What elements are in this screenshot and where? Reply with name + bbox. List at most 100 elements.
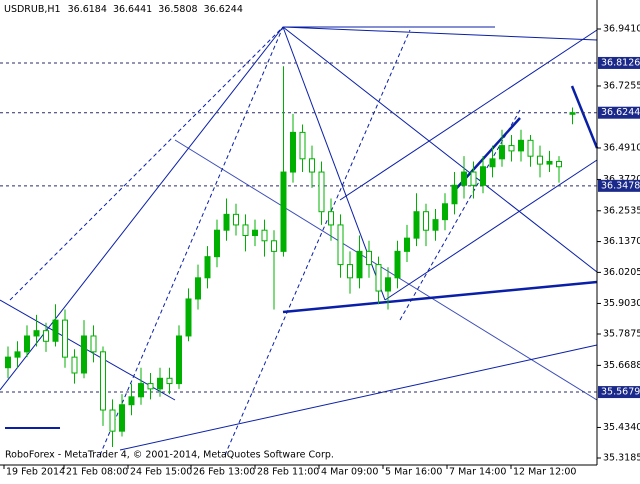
candle-body: [242, 224, 249, 237]
candle: [489, 145, 496, 178]
candle-body: [318, 171, 325, 213]
candle-body: [204, 256, 211, 279]
chart-header: USDRUB,H1 36.6184 36.6441 36.5808 36.624…: [4, 4, 243, 15]
candle: [157, 367, 163, 397]
candle-body: [280, 171, 287, 252]
level-box: [598, 179, 640, 192]
open: 36.6184: [68, 4, 107, 15]
candle: [328, 198, 334, 241]
candle-body: [347, 264, 353, 279]
x-tick-label: 21 Feb 08:00: [66, 467, 128, 478]
candle: [14, 341, 21, 368]
candle: [24, 325, 30, 358]
candle: [290, 113, 296, 183]
candle: [138, 367, 144, 405]
candle-body: [24, 335, 30, 353]
x-tick-label: 26 Feb 13:00: [193, 467, 255, 478]
symbol: USDRUB,H1: [4, 4, 61, 15]
level-box: [598, 56, 640, 69]
candle: [518, 129, 524, 162]
candle-body: [43, 330, 49, 342]
candle-body: [147, 383, 154, 390]
x-tick-label: 4 Mar 09:00: [321, 467, 378, 478]
candle: [280, 66, 287, 257]
candle-body: [569, 112, 576, 115]
level-box: [598, 386, 640, 399]
candle-body: [394, 250, 401, 279]
candle: [147, 372, 154, 400]
candle: [43, 322, 49, 352]
candle: [527, 135, 534, 167]
candle-body: [470, 171, 477, 186]
x-tick-label: 5 Mar 16:00: [385, 467, 442, 478]
candle: [214, 219, 220, 268]
level-label: 35.5679: [601, 387, 640, 398]
candle: [413, 193, 420, 247]
candle: [33, 314, 40, 347]
y-tick-label: 36.2535: [603, 205, 640, 216]
candle: [242, 214, 249, 252]
candle-body: [62, 319, 68, 358]
y-tick-label: 36.4910: [603, 142, 640, 153]
candle: [52, 304, 59, 347]
candle: [480, 156, 486, 194]
candle: [128, 383, 135, 416]
candle: [252, 219, 258, 247]
candle: [508, 135, 515, 162]
y-tick-label: 35.9030: [603, 298, 640, 309]
candle: [394, 240, 401, 289]
candle: [569, 107, 576, 125]
candle-body: [556, 160, 562, 168]
candle-body: [138, 383, 144, 398]
candle: [442, 193, 448, 231]
candle: [81, 320, 87, 379]
y-tick-label: 36.7255: [603, 80, 640, 91]
candle: [195, 264, 201, 310]
candle: [71, 349, 78, 384]
candle: [176, 325, 182, 389]
candle: [404, 224, 410, 262]
candle-body: [423, 211, 429, 231]
candle-body: [14, 351, 21, 358]
candle-body: [461, 171, 467, 186]
candle-body: [527, 139, 534, 157]
candle-body: [385, 277, 391, 292]
candle-body: [271, 240, 277, 252]
y-tick-label: 36.3720: [603, 174, 640, 185]
x-tick-label: 28 Feb 11:00: [257, 467, 319, 478]
candle-body: [489, 158, 496, 168]
candle-body: [480, 166, 486, 186]
candle: [309, 145, 315, 188]
candle: [470, 161, 477, 199]
candle-body: [90, 335, 97, 353]
x-tick-label: 7 Mar 14:00: [449, 467, 506, 478]
candle-body: [176, 335, 182, 385]
candle-body: [356, 250, 363, 279]
candle-body: [404, 237, 410, 252]
candle: [423, 203, 429, 247]
level-label: 36.8126: [601, 57, 640, 68]
candle-body: [366, 250, 372, 266]
candle-body: [261, 229, 268, 242]
level-label: 36.6244: [601, 107, 640, 118]
y-tick-label: 35.7875: [603, 328, 640, 339]
candle-body: [185, 298, 192, 337]
candle-body: [499, 145, 505, 160]
candle-body: [537, 155, 543, 165]
candle-body: [337, 224, 344, 266]
high: 36.6441: [113, 4, 152, 15]
candle: [366, 240, 372, 278]
candle-body: [71, 356, 78, 374]
candle-body: [81, 335, 87, 374]
candle-body: [233, 213, 239, 226]
candle-body: [52, 319, 59, 342]
candle: [556, 156, 562, 183]
candle-body: [518, 139, 524, 152]
candle: [451, 172, 458, 215]
y-tick-label: 36.9410: [603, 24, 640, 35]
candle: [261, 219, 268, 257]
y-tick-label: 36.0205: [603, 267, 640, 278]
candle-body: [33, 330, 40, 337]
